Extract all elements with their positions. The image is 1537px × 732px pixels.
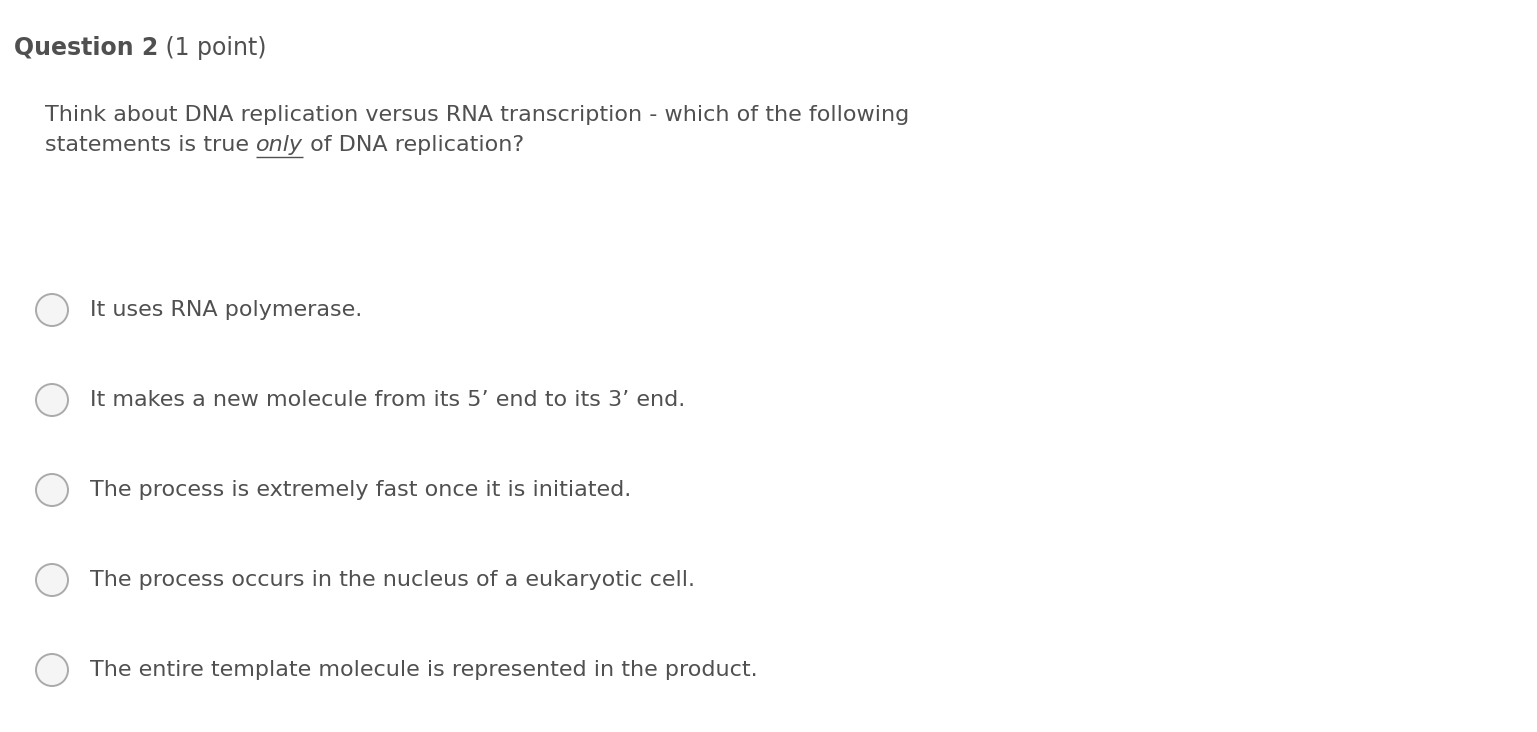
Text: statements is true: statements is true [45,135,257,155]
Ellipse shape [35,654,68,686]
Text: It uses RNA polymerase.: It uses RNA polymerase. [91,300,363,320]
Text: The process occurs in the nucleus of a eukaryotic cell.: The process occurs in the nucleus of a e… [91,570,695,590]
Text: The process is extremely fast once it is initiated.: The process is extremely fast once it is… [91,480,632,500]
Text: Think about DNA replication versus RNA transcription - which of the following: Think about DNA replication versus RNA t… [45,105,910,125]
Ellipse shape [35,384,68,416]
Text: only: only [257,135,303,155]
Ellipse shape [35,474,68,506]
Text: (1 point): (1 point) [158,36,267,60]
Text: It makes a new molecule from its 5’ end to its 3’ end.: It makes a new molecule from its 5’ end … [91,390,686,410]
Text: of DNA replication?: of DNA replication? [303,135,524,155]
Ellipse shape [35,564,68,596]
Ellipse shape [35,294,68,326]
Text: The entire template molecule is represented in the product.: The entire template molecule is represen… [91,660,758,680]
Text: Question 2: Question 2 [14,36,158,60]
